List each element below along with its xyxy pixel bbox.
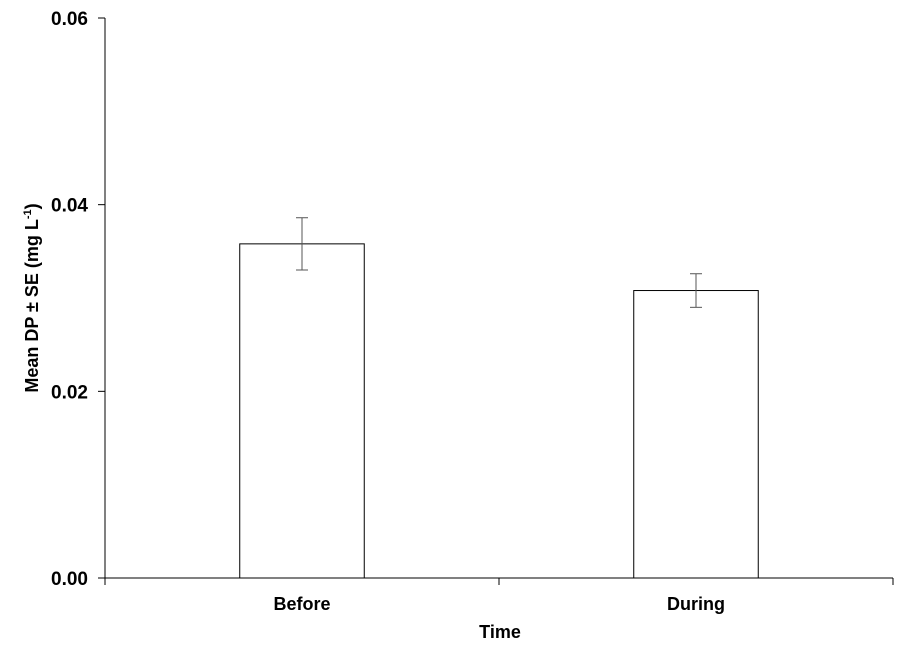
x-axis-title: Time [479, 622, 521, 642]
error-bar-before [296, 217, 308, 271]
y-tick-label: 0.00 [51, 569, 88, 590]
error-bar-during [690, 273, 702, 308]
axis-labels: Time Mean DP ± SE (mg L-1) [22, 203, 521, 642]
bar-before [239, 243, 365, 579]
y-tick-label: 0.04 [51, 196, 88, 217]
y-axis-title: Mean DP ± SE (mg L-1) [22, 203, 42, 392]
y-axis-title-superscript: -1 [22, 209, 34, 219]
y-axis: 0.00 0.02 0.04 0.06 [51, 9, 106, 590]
y-axis-title-main: Mean DP ± SE (mg L [22, 219, 42, 393]
y-tick-label: 0.06 [51, 9, 88, 30]
bar-during [633, 290, 759, 579]
x-tick-label: Before [273, 594, 330, 614]
x-axis: Before During [104, 577, 894, 614]
bars [239, 243, 759, 579]
y-tick-label: 0.02 [51, 382, 88, 403]
x-tick-label: During [667, 594, 725, 614]
error-bars [296, 217, 702, 308]
y-axis-title-close: ) [22, 203, 42, 209]
